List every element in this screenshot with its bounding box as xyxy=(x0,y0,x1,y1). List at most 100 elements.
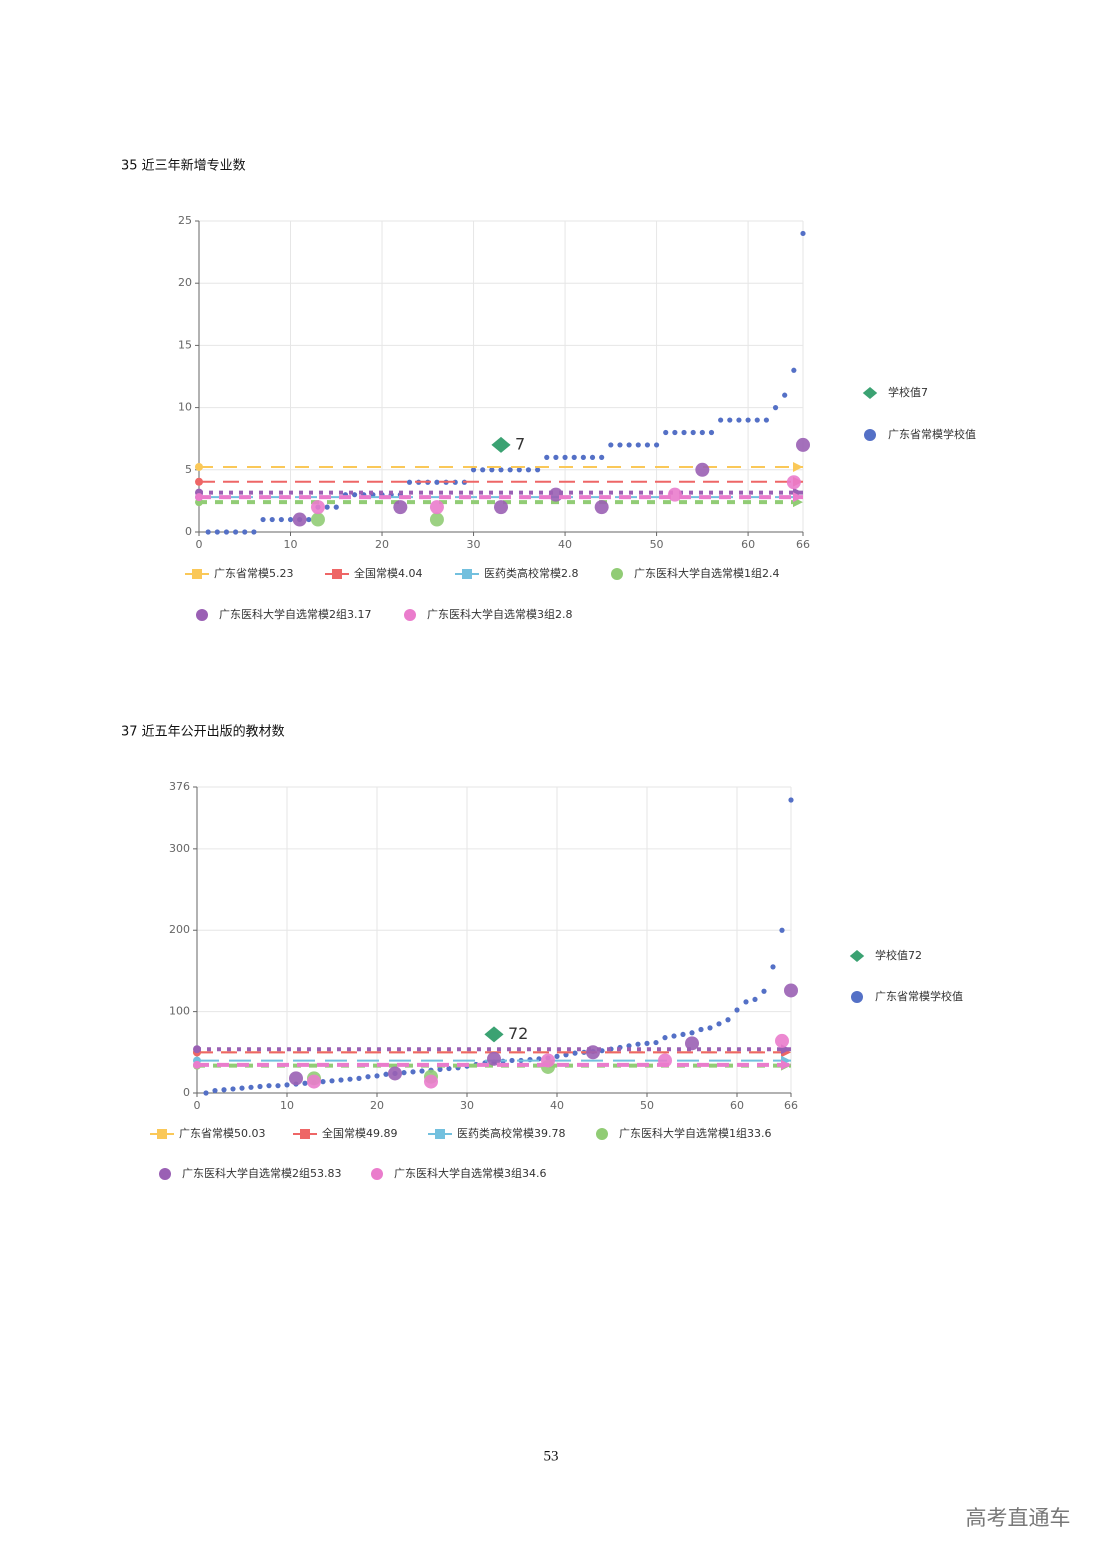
point xyxy=(707,1025,713,1031)
point xyxy=(333,504,339,510)
point xyxy=(365,1074,371,1080)
point xyxy=(680,1031,686,1038)
point xyxy=(727,417,733,423)
legend-label: 广东省常模50.03 xyxy=(179,1127,266,1140)
point xyxy=(743,999,749,1005)
group-point xyxy=(586,1045,600,1060)
legend-icon xyxy=(611,568,623,580)
chart-title: 37 近五年公开出版的教材数 xyxy=(121,724,285,740)
group-point xyxy=(388,1066,402,1081)
point xyxy=(572,1050,578,1056)
x-tick-label: 66 xyxy=(796,538,810,551)
point xyxy=(284,1082,290,1088)
point xyxy=(525,467,532,473)
legend-icon xyxy=(332,569,342,579)
point xyxy=(406,479,413,485)
reference-end xyxy=(193,1045,201,1054)
group-point xyxy=(289,1071,303,1086)
y-tick-label: 10 xyxy=(178,401,192,414)
legend-label: 广东医科大学自选常模2组3.17 xyxy=(219,607,372,621)
reference-end xyxy=(193,1060,201,1069)
point xyxy=(782,392,788,398)
x-tick-label: 66 xyxy=(784,1099,798,1112)
point xyxy=(419,1068,425,1074)
reference-arrow xyxy=(793,461,803,472)
point xyxy=(644,442,651,448)
y-tick-label: 0 xyxy=(183,1086,190,1099)
reference-end xyxy=(195,477,203,486)
legend-icon xyxy=(596,1128,608,1140)
point xyxy=(626,442,632,448)
point xyxy=(266,1083,272,1089)
legend-label: 学校值72 xyxy=(875,948,922,962)
point xyxy=(653,442,660,448)
point xyxy=(779,927,785,933)
x-tick-label: 30 xyxy=(460,1099,474,1112)
point xyxy=(446,1065,452,1072)
point xyxy=(699,429,705,436)
point xyxy=(544,454,550,460)
point xyxy=(752,996,758,1003)
point xyxy=(681,429,687,436)
point xyxy=(772,405,779,411)
page-number: 53 xyxy=(544,1448,559,1464)
legend-label: 广东医科大学自选常模3组34.6 xyxy=(394,1166,547,1180)
x-tick-label: 50 xyxy=(650,538,664,551)
group-point xyxy=(292,512,307,527)
x-tick-label: 30 xyxy=(467,538,481,551)
point xyxy=(278,516,284,523)
point xyxy=(230,1086,236,1092)
legend-icon xyxy=(404,609,416,621)
point xyxy=(718,417,724,423)
point xyxy=(223,529,230,535)
point xyxy=(663,429,669,436)
y-tick-label: 0 xyxy=(185,525,192,538)
point xyxy=(635,442,641,448)
point xyxy=(233,529,239,535)
group-point xyxy=(784,983,798,998)
data-label: 72 xyxy=(508,1024,528,1043)
group-point xyxy=(786,475,801,490)
group-point xyxy=(310,512,325,527)
point xyxy=(324,504,330,510)
point xyxy=(535,467,541,473)
legend-label: 全国常模4.04 xyxy=(354,566,423,580)
point xyxy=(791,367,797,373)
x-tick-label: 40 xyxy=(550,1099,564,1112)
point xyxy=(589,454,596,460)
point xyxy=(203,1090,209,1096)
group-point xyxy=(393,500,408,515)
point xyxy=(498,467,504,473)
x-tick-label: 60 xyxy=(730,1099,744,1112)
x-tick-label: 40 xyxy=(558,538,572,551)
point xyxy=(653,1039,659,1046)
point xyxy=(698,1026,704,1033)
data-label: 7 xyxy=(515,434,525,453)
reference-arrow xyxy=(781,1059,791,1070)
point xyxy=(800,230,806,237)
legend-label: 学校值7 xyxy=(888,385,928,399)
x-tick-label: 0 xyxy=(194,1099,201,1112)
legend-icon xyxy=(300,1129,310,1139)
point xyxy=(434,479,440,485)
point xyxy=(239,1085,245,1091)
group-point xyxy=(775,1033,789,1048)
y-tick-label: 100 xyxy=(169,1005,190,1018)
group-point xyxy=(695,462,710,477)
point xyxy=(562,454,568,460)
watermark: 高考直通车 xyxy=(966,1506,1071,1530)
reference-end xyxy=(195,493,203,502)
point xyxy=(580,454,586,460)
legend-label: 全国常模49.89 xyxy=(322,1126,398,1140)
group-point xyxy=(658,1053,672,1068)
y-tick-label: 20 xyxy=(178,276,192,289)
point xyxy=(599,454,605,460)
point xyxy=(401,1070,407,1076)
point xyxy=(480,467,486,473)
legend-icon xyxy=(196,609,208,621)
legend-icon xyxy=(371,1168,383,1180)
legend-label: 广东医科大学自选常模2组53.83 xyxy=(182,1166,342,1180)
point xyxy=(745,417,751,423)
point xyxy=(690,429,696,436)
legend-icon xyxy=(192,569,202,579)
